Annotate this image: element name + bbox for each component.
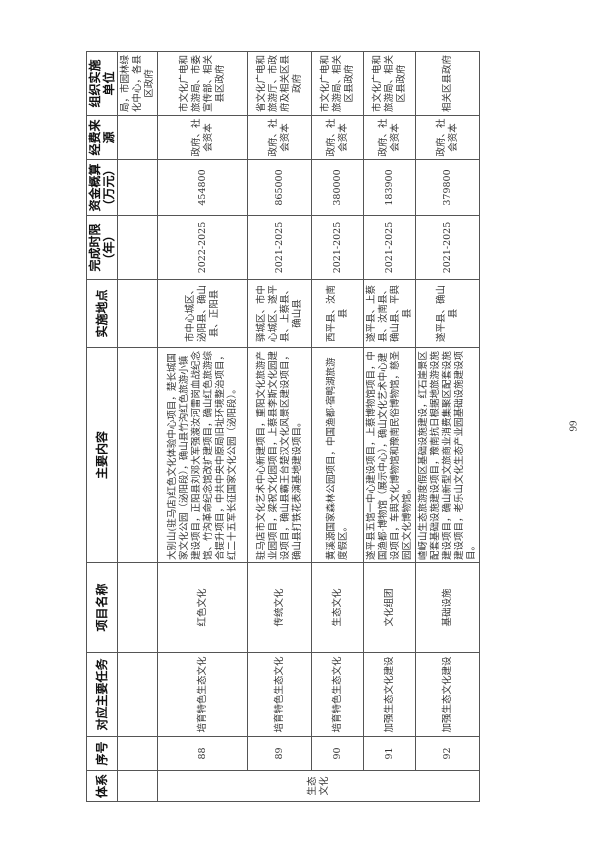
table-row: 92 加强生态文化建设 基础设施 嵖岈山生态旅游度假区基础设施建设，红石崖景区配套基础… — [415, 51, 480, 802]
cell-name: 生态文化 — [311, 562, 364, 653]
cell-system: 生态文化 — [157, 770, 480, 802]
cell-period: 2022-2025 — [157, 215, 248, 280]
cell-task: 培育特色生态文化 — [247, 652, 312, 737]
cell-task: 加强生态文化建设 — [363, 652, 416, 737]
cell-period: 2021-2025 — [415, 215, 480, 280]
cell-name: 文化组团 — [363, 562, 416, 653]
header-row: 体系 序号 对应主要任务 项目名称 主要内容 实施地点 完成时限（年） 资金概算… — [86, 51, 118, 802]
cell-org: 相关区县政府 — [415, 51, 480, 116]
cell-place: 驿城区、市中心城区、遂平县、上蔡县、确山县 — [247, 279, 312, 348]
cell-no: 89 — [247, 736, 312, 771]
header-fund: 经费来源 — [86, 115, 118, 160]
project-table-rotated: 体系 序号 对应主要任务 项目名称 主要内容 实施地点 完成时限（年） 资金概算… — [86, 51, 480, 802]
cell-task: 培育特色生态文化 — [157, 652, 248, 737]
cell-period: 2021-2025 — [311, 215, 364, 280]
cell-content: 遂平县五馆一中心建设项目，上蔡博物馆项目，中国渔都·博物馆（展示中心），确山文化… — [363, 347, 416, 563]
cell-fund: 政府、社会资本 — [311, 115, 364, 160]
cell-fund: 政府、社会资本 — [157, 115, 248, 160]
header-content: 主要内容 — [86, 347, 118, 563]
cell-content: 大别山(驻马店)红色文化体验中心项目，楚长城国家文化公园（泌阳段），确山县竹沟红… — [157, 347, 248, 563]
header-org: 组织实施单位 — [86, 51, 118, 116]
header-name: 项目名称 — [86, 562, 118, 653]
cell-place: 西平县、汝南县 — [311, 279, 364, 348]
cell-budget: 454800 — [157, 159, 248, 216]
cell-name: 基础设施 — [415, 562, 480, 653]
cell-org: 省文化广电和旅游厅、市政府及相关区县政府 — [247, 51, 312, 116]
cell-content: 嵖岈山生态旅游度假区基础设施建设，红石崖景区配套基础设施建设项目，豫南抗日根据地… — [415, 347, 480, 563]
cell-period: 2021-2025 — [247, 215, 312, 280]
page-number: 99 — [567, 420, 580, 432]
continuation-row: 局，市园林绿化中心，各县区政府 — [117, 51, 158, 802]
cell-budget: 380000 — [311, 159, 364, 216]
cell-task: 加强生态文化建设 — [415, 652, 480, 737]
cell-name: 传统文化 — [247, 562, 312, 653]
cell-place: 遂平县、上蔡县、汝南县、确山县、平舆县 — [363, 279, 416, 348]
cell-budget: 183900 — [363, 159, 416, 216]
cell-org: 市文化广电和旅游局、市委宣传部、相关县区政府 — [157, 51, 248, 116]
cell-fund: 政府、社会资本 — [415, 115, 480, 160]
header-system: 体系 — [86, 770, 118, 802]
cell-place: 市中心城区、泌阳县、确山县、正阳县 — [157, 279, 248, 348]
cell-org: 局，市园林绿化中心，各县区政府 — [117, 51, 158, 116]
header-period: 完成时限（年） — [86, 215, 118, 280]
project-table: 体系 序号 对应主要任务 项目名称 主要内容 实施地点 完成时限（年） 资金概算… — [86, 51, 480, 802]
table-row: 89 培育特色生态文化 传统文化 驻马店市文化艺术中心新建项目，重阳文化旅游产业园项目… — [247, 51, 312, 802]
cell-content: 黄溪源国家森林公园项目，中国渔都·宿鸭湖旅游度假区。 — [311, 347, 364, 563]
table-row: 90 培育特色生态文化 生态文化 黄溪源国家森林公园项目，中国渔都·宿鸭湖旅游度假区。… — [311, 51, 364, 802]
cell-no: 92 — [415, 736, 480, 771]
header-task: 对应主要任务 — [86, 652, 118, 737]
cell-fund: 政府、社会资本 — [363, 115, 416, 160]
cell-fund: 政府、社会资本 — [247, 115, 312, 160]
cell-task: 培育特色生态文化 — [311, 652, 364, 737]
table-row: 生态文化 88 培育特色生态文化 红色文化 大别山(驻马店)红色文化体验中心项目，楚长城… — [157, 51, 480, 802]
cell-name: 红色文化 — [157, 562, 248, 653]
header-no: 序号 — [86, 736, 118, 771]
header-place: 实施地点 — [86, 279, 118, 348]
cell-period: 2021-2025 — [363, 215, 416, 280]
cell-no: 88 — [157, 736, 248, 771]
table-row: 91 加强生态文化建设 文化组团 遂平县五馆一中心建设项目，上蔡博物馆项目，中国渔都·… — [363, 51, 416, 802]
cell-place: 遂平县、确山县 — [415, 279, 480, 348]
cell-org: 市文化广电和旅游局、相关区县政府 — [311, 51, 364, 116]
cell-budget: 379800 — [415, 159, 480, 216]
cell-budget: 865000 — [247, 159, 312, 216]
cell-content: 驻马店市文化艺术中心新建项目，重阳文化旅游产业园项目，梁祝文化园项目，上蔡县李斯… — [247, 347, 312, 563]
cell-no: 91 — [363, 736, 416, 771]
cell-org: 市文化广电和旅游局、相关区县政府 — [363, 51, 416, 116]
cell-no: 90 — [311, 736, 364, 771]
header-budget: 资金概算（万元） — [86, 159, 118, 216]
